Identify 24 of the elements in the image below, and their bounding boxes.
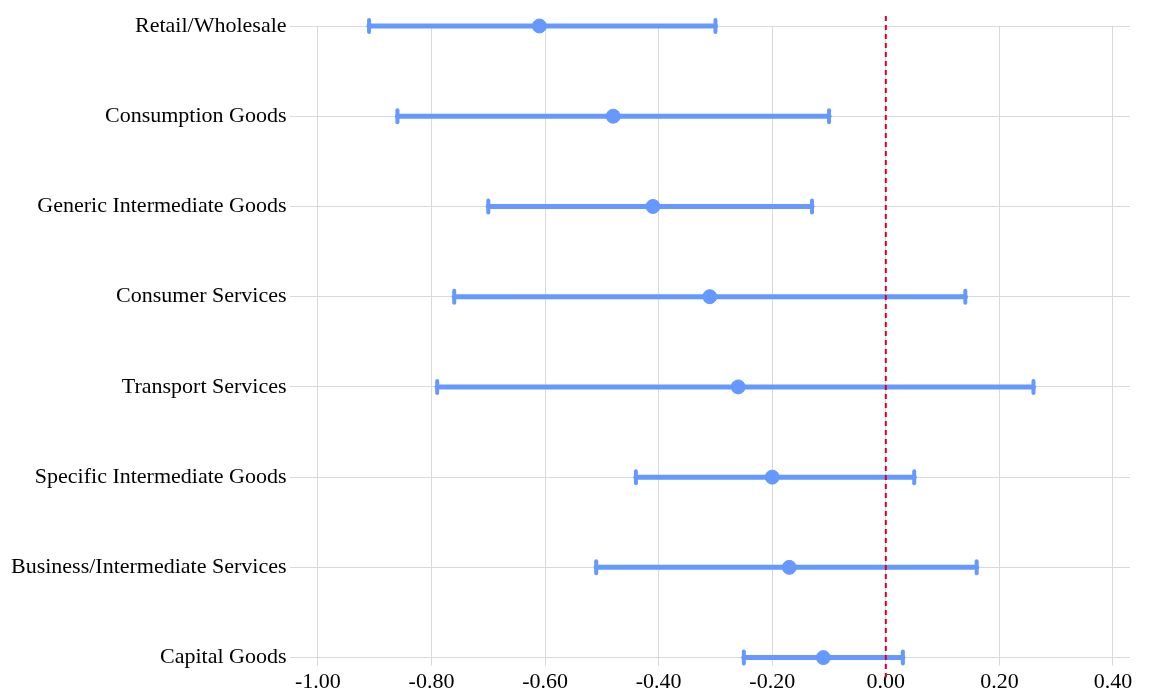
x-tick-label: -0.60 xyxy=(522,667,568,693)
point xyxy=(605,108,621,124)
point xyxy=(645,198,661,214)
point xyxy=(781,559,797,575)
x-tick-label: -1.00 xyxy=(295,667,341,693)
y-tick-label: Generic Intermediate Goods xyxy=(37,192,287,218)
y-tick-label: Capital Goods xyxy=(160,643,287,669)
x-tick-label: -0.40 xyxy=(635,667,682,693)
y-tick-label: Specific Intermediate Goods xyxy=(34,462,287,488)
x-tick-label: -0.20 xyxy=(749,667,796,693)
y-tick-label: Consumption Goods xyxy=(105,102,287,128)
y-tick-label: Transport Services xyxy=(121,372,287,398)
y-tick-label: Retail/Wholesale xyxy=(135,11,287,37)
x-tick-label: 0.20 xyxy=(980,667,1019,693)
y-tick-label: Business/Intermediate Services xyxy=(10,553,287,579)
point xyxy=(531,18,547,34)
x-tick-label: 0.00 xyxy=(866,667,906,693)
point xyxy=(815,650,831,666)
y-tick-label: Consumer Services xyxy=(116,282,287,308)
x-tick-label: 0.40 xyxy=(1093,667,1133,693)
x-tick-label: -0.80 xyxy=(408,667,455,693)
point xyxy=(764,469,780,485)
point xyxy=(702,289,718,305)
point xyxy=(730,379,746,395)
